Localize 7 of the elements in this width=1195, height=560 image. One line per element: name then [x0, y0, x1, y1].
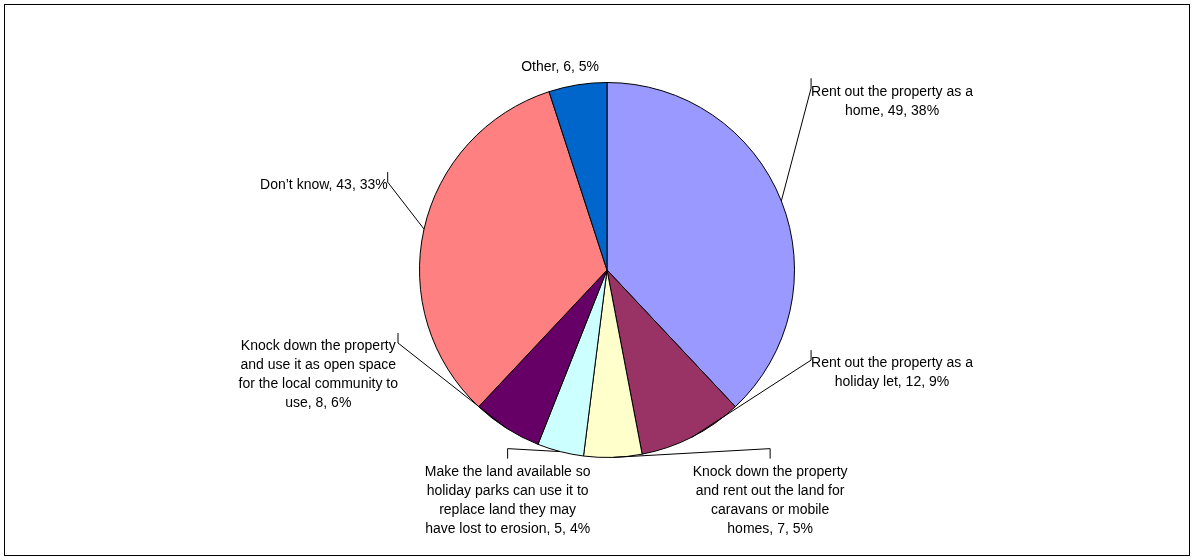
slice-label: Rent out the property as a home, 49, 38%	[811, 82, 974, 118]
slice-label: Knock down the property and rent out the land for caravans or mobile homes, 7, 5%	[692, 462, 848, 536]
slice-label: Other, 6, 5%	[521, 58, 600, 75]
slice-label: Make the land available so holiday parks can use it to replace land they may have lost to erosion, 5, 4%	[424, 462, 591, 536]
slice-label: Knock down the property and use it as open space for the local community to use, 8, 6%	[238, 337, 399, 411]
slice-label: Rent out the property as a holiday let, 12, 9%	[811, 354, 974, 390]
slice-label: Don’t know, 43, 33%	[260, 176, 388, 193]
